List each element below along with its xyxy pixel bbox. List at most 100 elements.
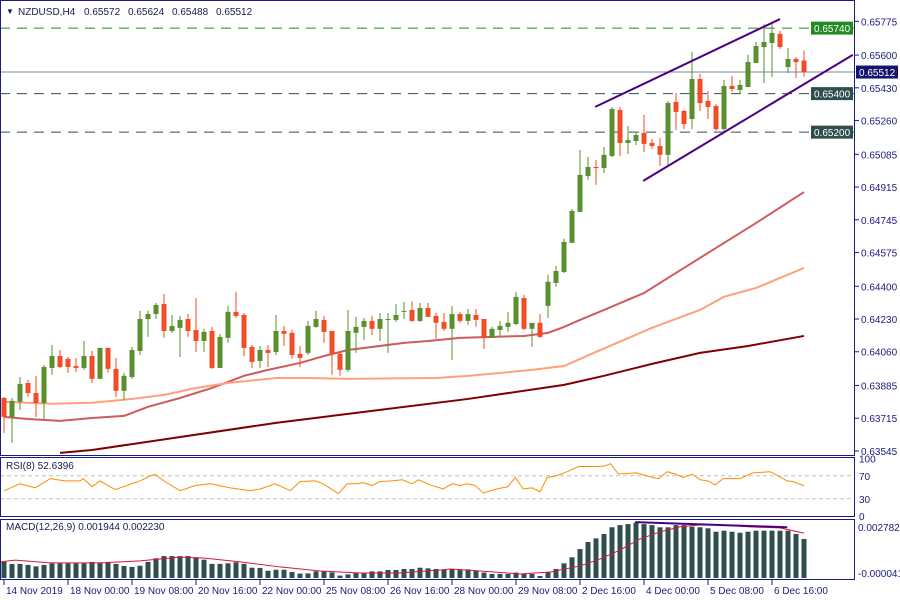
macd-histogram-bar — [617, 525, 623, 578]
bullish-candle — [601, 146, 607, 173]
bullish-candle — [313, 310, 319, 328]
macd-histogram-bar — [25, 564, 31, 578]
macd-axis-label: 0.002782 — [858, 523, 900, 534]
macd-histogram-bar — [401, 568, 407, 578]
bearish-candle — [113, 357, 119, 397]
main-pane-frame — [0, 0, 855, 456]
candle-body — [353, 326, 359, 333]
bullish-candle — [121, 372, 127, 400]
candle-body — [225, 311, 231, 338]
bullish-candle — [137, 310, 143, 356]
bullish-candle — [761, 24, 767, 84]
macd-histogram-bar — [41, 564, 47, 578]
macd-histogram-bar — [33, 566, 39, 578]
macd-histogram-bar — [585, 541, 591, 578]
bearish-candle — [801, 50, 807, 77]
candle-body — [385, 318, 391, 320]
bearish-candle — [649, 138, 655, 149]
candle-body — [57, 355, 63, 367]
macd-histogram-bar — [249, 567, 255, 578]
candle-body — [521, 298, 527, 329]
bullish-candle — [529, 322, 535, 347]
candle-body — [97, 347, 103, 379]
bearish-candle — [369, 315, 375, 335]
y-tick-label: 0.64575 — [861, 249, 898, 260]
candle-body — [681, 110, 687, 125]
x-tick-label: 5 Dec 08:00 — [710, 586, 764, 597]
y-tick-label: 0.63885 — [861, 381, 898, 392]
y-tick-label: 0.65600 — [861, 51, 898, 62]
x-tick-label: 18 Nov 00:00 — [70, 586, 130, 597]
candle-body — [337, 353, 343, 370]
y-tick-label: 0.64915 — [861, 183, 898, 194]
bullish-candle — [81, 340, 87, 370]
bullish-candle — [561, 238, 567, 273]
candle-body — [409, 309, 415, 321]
macd-histogram-bar — [481, 572, 487, 578]
bearish-candle — [337, 351, 343, 376]
bullish-candle — [569, 209, 575, 243]
bullish-candle — [257, 345, 263, 368]
macd-histogram-bar — [409, 568, 415, 578]
bullish-candle — [449, 305, 455, 360]
candle-body — [665, 103, 671, 155]
candle-body — [401, 310, 407, 312]
candle-body — [185, 318, 191, 331]
main-pane — [1, 18, 854, 454]
bearish-candle — [265, 345, 271, 367]
macd-histogram-bar — [257, 567, 263, 578]
candle-body — [793, 58, 799, 63]
candle-body — [137, 318, 143, 351]
candle-body — [569, 210, 575, 243]
macd-histogram-bar — [801, 538, 807, 578]
bearish-candle — [617, 106, 623, 157]
macd-histogram-bar — [233, 562, 239, 578]
macd-histogram-bar — [97, 562, 103, 578]
close-price: 0.65512 — [216, 7, 253, 18]
macd-histogram-bar — [473, 570, 479, 578]
level-label: 0.65200 — [814, 128, 851, 139]
macd-histogram-bar — [625, 524, 631, 578]
macd-histogram-bar — [353, 572, 359, 578]
macd-histogram-bar — [705, 528, 711, 578]
bullish-candle — [745, 54, 751, 88]
bullish-candle — [41, 364, 47, 419]
macd-histogram-bar — [529, 573, 535, 578]
bullish-candle — [577, 149, 583, 212]
candle-body — [145, 313, 151, 319]
bearish-candle — [193, 298, 199, 352]
bullish-candle — [505, 311, 511, 332]
bullish-candle — [665, 100, 671, 165]
candle-body — [89, 355, 95, 379]
rsi-axis-label: 0 — [859, 512, 865, 523]
bullish-candle — [585, 156, 591, 180]
macd-histogram-bar — [345, 574, 351, 578]
candle-body — [169, 325, 175, 331]
macd-histogram-bar — [505, 573, 511, 578]
bullish-candle — [177, 315, 183, 357]
candle-body — [425, 308, 431, 317]
candle-body — [73, 366, 79, 368]
bearish-candle — [209, 326, 215, 369]
macd-histogram-bar — [633, 522, 639, 578]
macd-histogram-bar — [329, 572, 335, 578]
candle-body — [577, 174, 583, 212]
candle-body — [689, 78, 695, 120]
macd-histogram-bar — [241, 563, 247, 578]
macd-histogram-bar — [793, 533, 799, 578]
open-price: 0.65572 — [84, 7, 121, 18]
candle-body — [361, 320, 367, 327]
bullish-candle — [393, 303, 399, 322]
candle-body — [17, 383, 23, 402]
macd-histogram-bar — [177, 556, 183, 578]
candle-body — [705, 100, 711, 107]
macd-histogram-bar — [689, 526, 695, 578]
candle-body — [633, 135, 639, 142]
bearish-candle — [233, 291, 239, 319]
bearish-candle — [441, 313, 447, 331]
collapse-arrow-icon[interactable]: ▼ — [6, 7, 14, 16]
y-tick-label: 0.64060 — [861, 348, 898, 359]
macd-histogram-bar — [769, 530, 775, 578]
x-tick-label: 28 Nov 00:00 — [454, 586, 514, 597]
